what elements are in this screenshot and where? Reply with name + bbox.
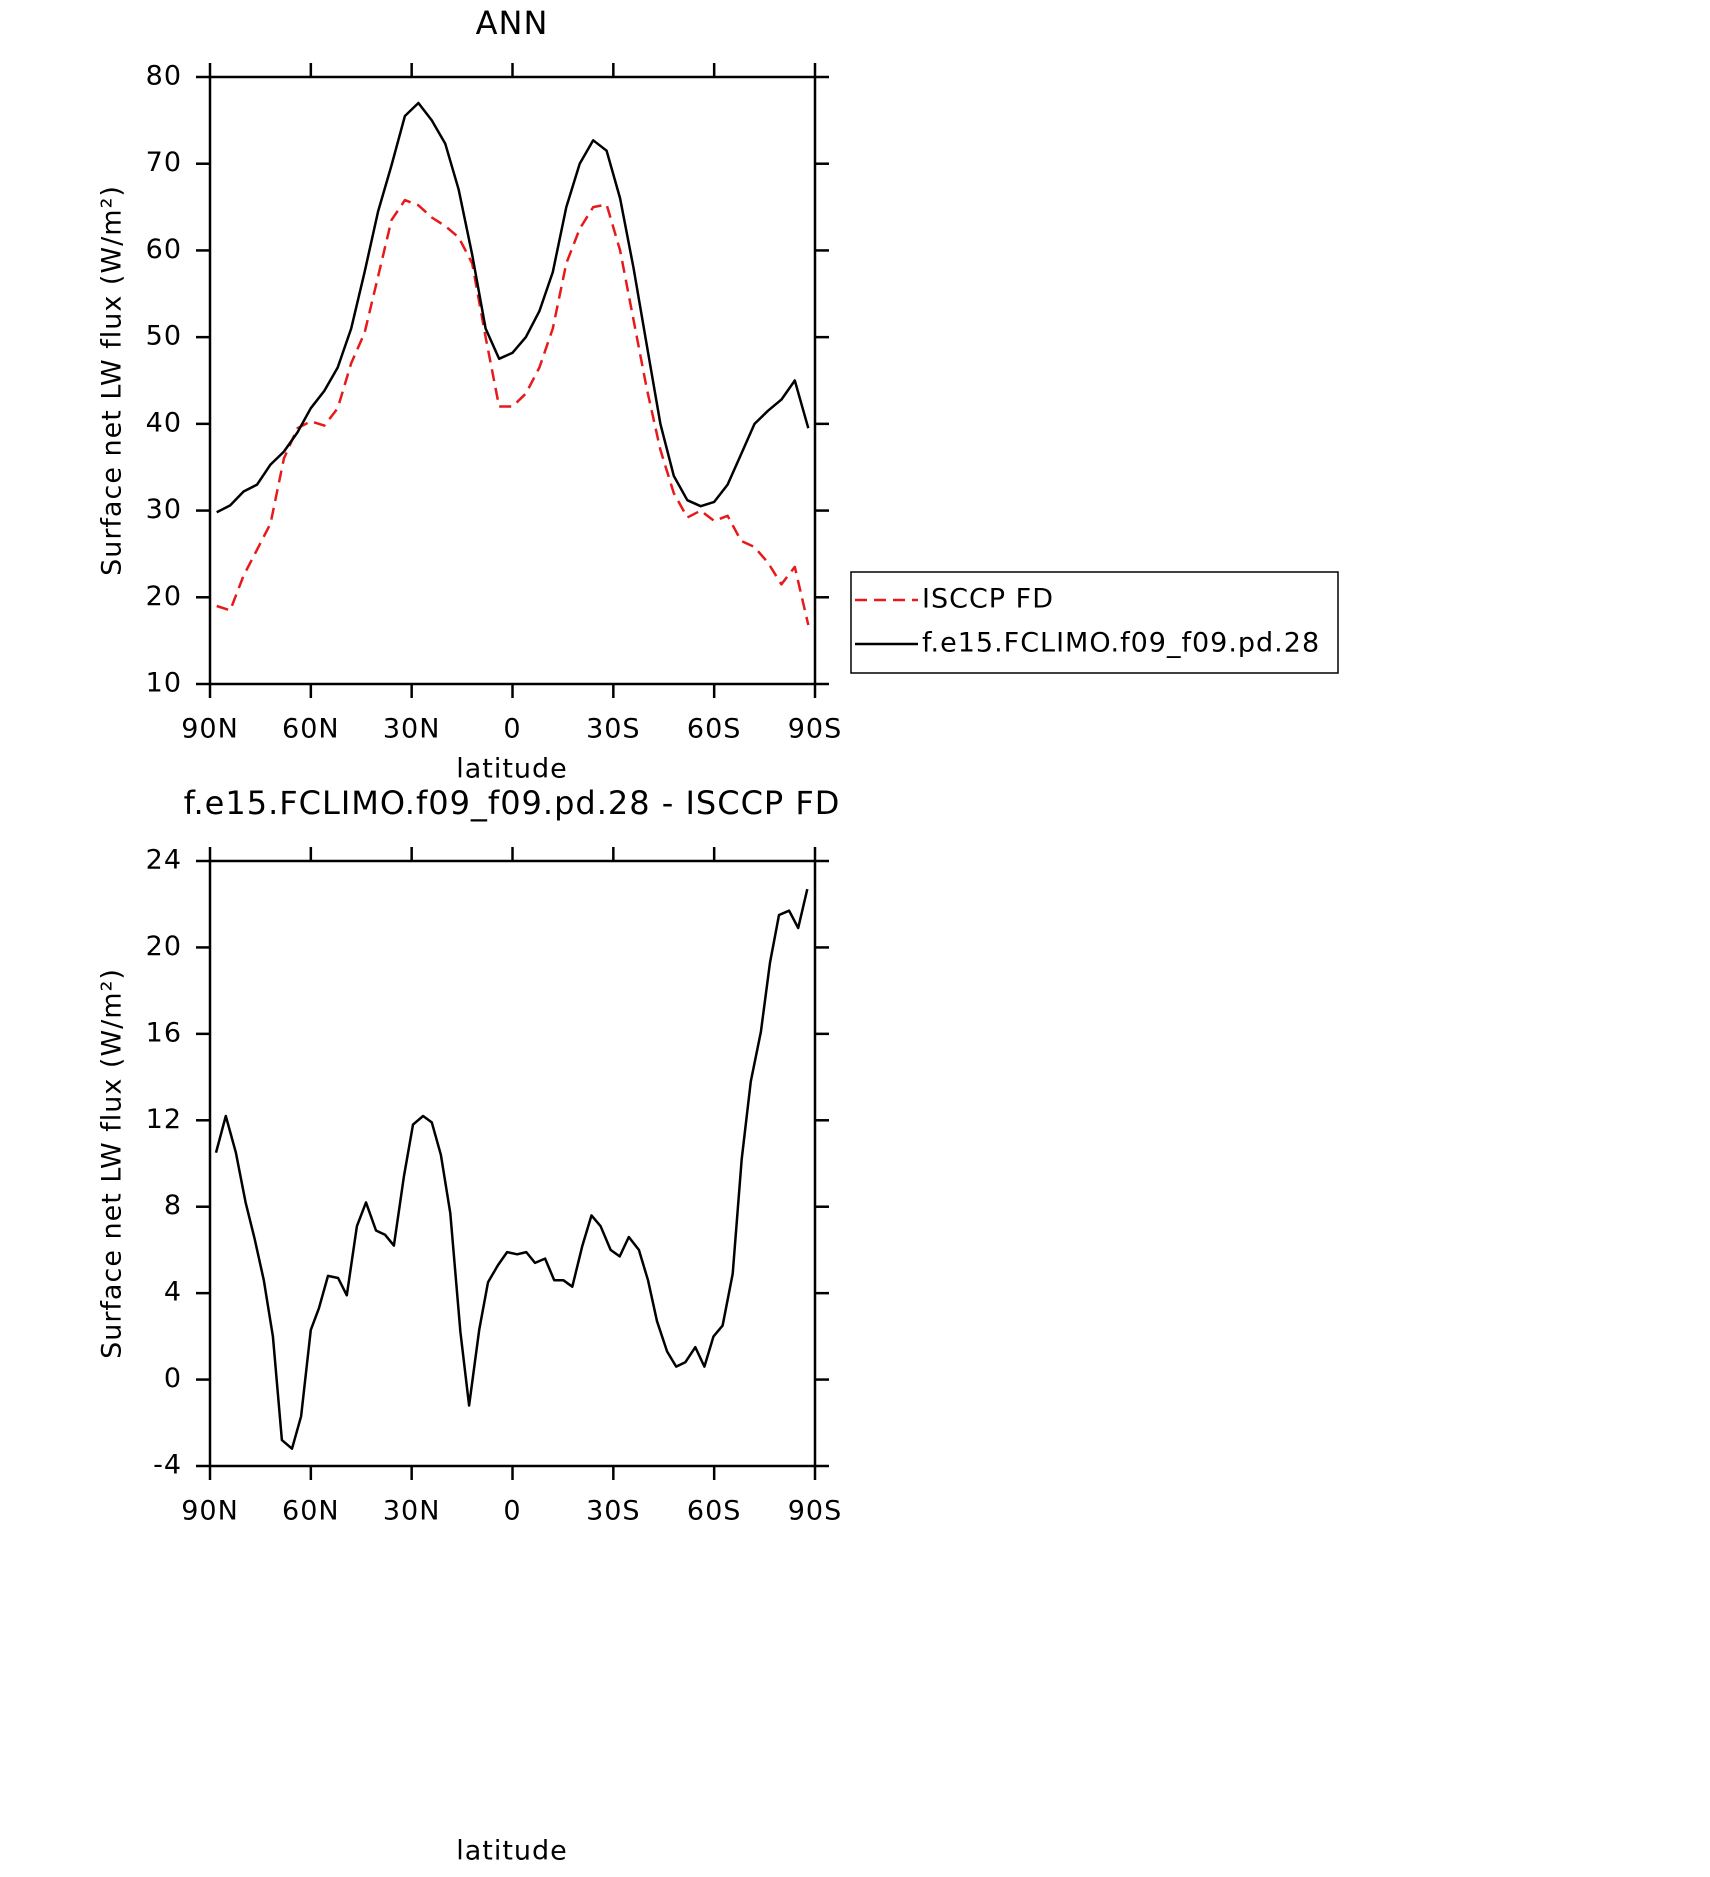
y-tick-label: 24	[146, 845, 182, 876]
x-tick-label: 90S	[788, 1496, 843, 1527]
y-tick-label: 12	[146, 1104, 182, 1135]
x-tick-label: 60S	[687, 1496, 742, 1527]
x-tick-label: 60N	[282, 714, 340, 745]
legend-box	[850, 571, 1339, 674]
y-axis-label: Surface net LW flux (W/m²)	[97, 185, 128, 576]
y-tick-label: 20	[146, 581, 182, 612]
y-tick-label: 30	[146, 494, 182, 525]
data-line	[214, 888, 809, 1450]
y-tick-label: 8	[164, 1190, 182, 1221]
plot-frame	[208, 859, 817, 1468]
x-tick-label: 0	[503, 1496, 521, 1527]
data-line	[216, 101, 810, 514]
chart-title: ANN	[476, 4, 549, 42]
plot-frame	[208, 75, 817, 686]
x-tick-label: 60S	[687, 714, 742, 745]
x-tick-label: 30N	[383, 714, 441, 745]
legend-label: ISCCP FD	[922, 584, 1054, 615]
x-tick-label: 0	[503, 714, 521, 745]
x-tick-label: 30S	[586, 714, 641, 745]
x-axis-label: latitude	[456, 1836, 568, 1867]
x-axis-label: latitude	[456, 754, 568, 785]
y-tick-label: 60	[146, 234, 182, 265]
chart-title: f.e15.FCLIMO.f09_f09.pd.28 - ISCCP FD	[184, 784, 841, 822]
x-tick-label: 90N	[181, 1496, 239, 1527]
x-tick-label: 90N	[181, 714, 239, 745]
y-tick-label: 16	[146, 1017, 182, 1048]
y-tick-label: 0	[164, 1363, 182, 1394]
y-tick-label: 80	[146, 61, 182, 92]
x-tick-label: 60N	[282, 1496, 340, 1527]
legend-label: f.e15.FCLIMO.f09_f09.pd.28	[922, 628, 1320, 659]
y-tick-label: 10	[146, 668, 182, 699]
x-tick-label: 90S	[788, 714, 843, 745]
x-tick-label: 30S	[586, 1496, 641, 1527]
y-tick-label: 70	[146, 147, 182, 178]
y-tick-label: -4	[153, 1450, 182, 1481]
y-tick-label: 4	[164, 1277, 182, 1308]
y-tick-label: 50	[146, 321, 182, 352]
y-tick-label: 20	[146, 931, 182, 962]
y-tick-label: 40	[146, 407, 182, 438]
data-line	[216, 198, 810, 626]
x-tick-label: 30N	[383, 1496, 441, 1527]
y-axis-label: Surface net LW flux (W/m²)	[97, 968, 128, 1359]
